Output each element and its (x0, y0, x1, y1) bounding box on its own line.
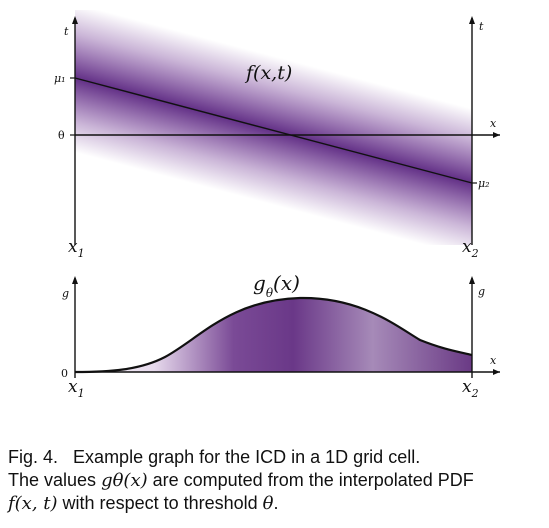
x1-label-top: x1 (68, 237, 85, 260)
caption-line1-text: Example graph for the ICD in a 1D grid c… (73, 447, 421, 467)
figure-caption: Fig. 4. Example graph for the ICD in a 1… (8, 446, 542, 515)
g-function-label: gθ(x) (253, 271, 300, 300)
zero-label: 0 (61, 367, 68, 380)
caption-theta: θ (262, 493, 274, 514)
t-axis-right-label: t (479, 20, 484, 33)
x2-label-bottom: x2 (462, 377, 479, 400)
x-axis-top-arrow-icon (493, 132, 500, 138)
caption-line3-mid: with respect to threshold (57, 493, 263, 513)
caption-line-2: The values gθ(x) are computed from the i… (8, 469, 542, 492)
g-axis-left-label: g (62, 287, 69, 300)
caption-f-xt: f(x, t) (8, 493, 58, 514)
pdf-band (75, 10, 472, 245)
caption-g-theta: gθ(x) (101, 470, 148, 491)
g-theta-area (75, 297, 472, 372)
t-axis-right-arrow-icon (469, 16, 475, 24)
x-axis-bottom-label: x (490, 354, 497, 367)
t-axis-left-label: t (64, 25, 69, 38)
g-axis-right-arrow-icon (469, 276, 475, 284)
x-axis-bottom-arrow-icon (493, 369, 500, 375)
caption-line2-suffix: are computed from the interpolated PDF (147, 470, 474, 490)
x2-label-top: x2 (462, 237, 479, 260)
g-theta-curve (74, 296, 473, 374)
mean-line (74, 77, 473, 184)
x-axis-top-label: x (490, 117, 497, 130)
mu2-label: μ₂ (478, 177, 490, 190)
caption-line3-end: . (273, 493, 279, 513)
x1-label-bottom: x1 (68, 377, 85, 400)
theta-label: θ (58, 129, 65, 142)
mu1-label: μ₁ (54, 72, 66, 85)
caption-line-1: Fig. 4. Example graph for the ICD in a 1… (8, 446, 542, 469)
bottom-panel: g g x 0 gθ(x) x1 x2 (61, 271, 500, 400)
icd-figure: t t x μ₁ θ μ₂ f(x,t) x1 x2 g g x 0 gθ(x)… (54, 10, 500, 400)
caption-fig-label: Fig. 4. (8, 447, 59, 467)
f-function-label: f(x,t) (244, 62, 292, 84)
g-axis-left-arrow-icon (72, 276, 78, 284)
g-axis-right-label: g (478, 285, 485, 298)
caption-line2-prefix: The values (8, 470, 102, 490)
t-axis-left-arrow-icon (72, 16, 78, 24)
top-panel: t t x μ₁ θ μ₂ f(x,t) x1 x2 (54, 10, 500, 260)
caption-line-3: f(x, t) with respect to threshold θ. (8, 492, 542, 515)
